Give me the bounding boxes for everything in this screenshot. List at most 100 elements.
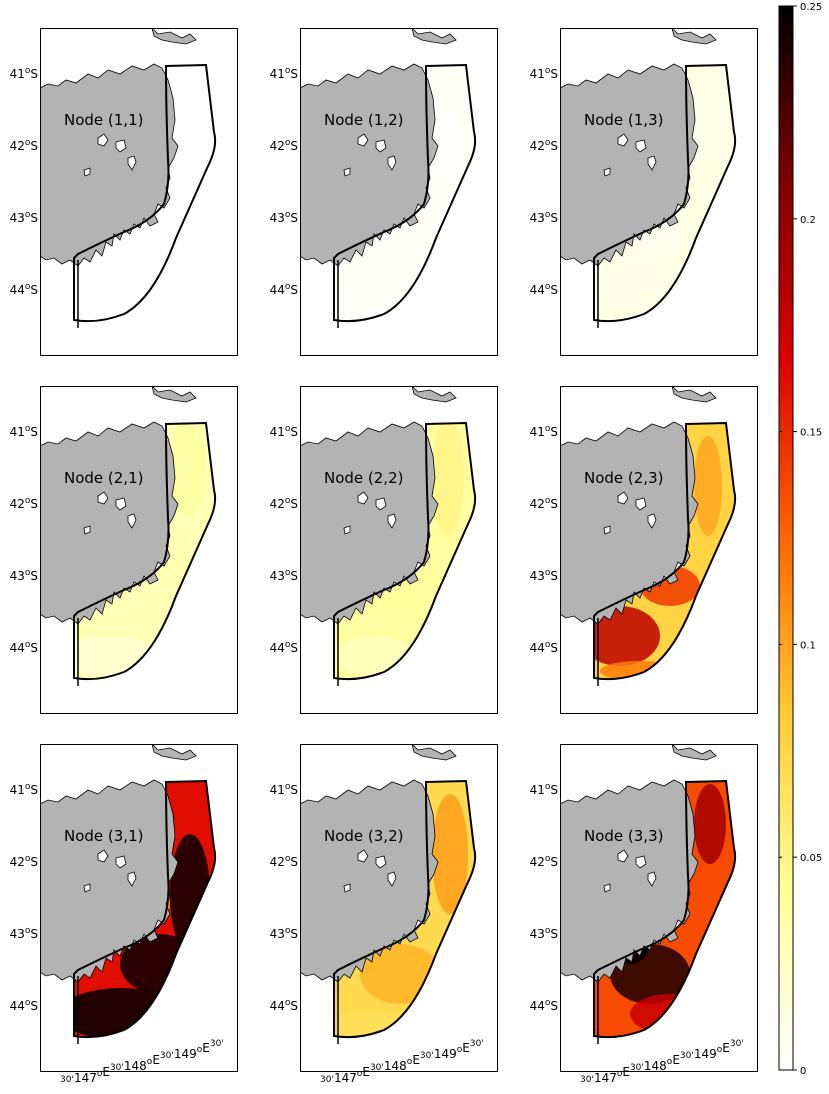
panel-frame [40,744,238,1072]
latitude-labels: 41oS 42oS 43oS 44oS 41oS 42oS 43oS 44oS 41oS 42oS… [10,66,558,1013]
latitude-label: 41oS [270,424,298,439]
map-panel-1-2: Node (1,2) [300,28,498,356]
latitude-label: 43oS [10,210,38,225]
latitude-label: 42oS [270,854,298,869]
colorbar-tick-label: 0.1 [800,640,816,651]
latitude-label: 44oS [270,640,298,655]
map-panel-2-1: Node (2,1) [40,386,238,714]
tasmania-land [300,779,439,983]
latitude-label: 43oS [530,210,558,225]
latitude-label: 42oS [10,854,38,869]
panel-frame [560,28,758,356]
latitude-label: 42oS [10,496,38,511]
latitude-label: 43oS [10,568,38,583]
node-label: Node (1,2) [324,111,403,129]
latitude-label: 44oS [10,282,38,297]
island-land [671,28,717,45]
latitude-label: 43oS [270,568,298,583]
latitude-label: 44oS [530,282,558,297]
latitude-label: 41oS [270,66,298,81]
latitude-label: 43oS [10,926,38,941]
node-label: Node (2,2) [324,469,403,487]
longitude-labels-row: 30'147oE30'148oE30'149oE30' [320,1039,484,1085]
panel-frame [300,386,498,714]
domain-boundary [593,63,737,323]
latitude-label: 41oS [530,782,558,797]
latitude-label: 41oS [530,66,558,81]
domain-boundary [333,63,477,323]
panel-frame [560,744,758,1072]
map-panels: Node (1,1) Node (1,2) Node (1,3) Node (2,1)… [40,28,758,1072]
domain-boundary [333,779,477,1039]
island-land [151,386,197,403]
tasmania-land [40,421,179,625]
latitude-label: 41oS [10,782,38,797]
latitude-label: 44oS [530,640,558,655]
latitude-label: 44oS [270,282,298,297]
colorbar: 0 0.05 0.1 0.15 0.2 0.25 [778,2,822,1077]
node-label: Node (3,3) [584,827,663,845]
domain-boundary [333,421,477,681]
latitude-label: 42oS [530,138,558,153]
panel-frame [40,28,238,356]
node-label: Node (3,1) [64,827,143,845]
panel-frame [300,744,498,1072]
node-label: Node (2,1) [64,469,143,487]
colorbar-tick-label: 0.15 [800,428,822,439]
tasmania-land [560,779,699,983]
latitude-label: 44oS [530,998,558,1013]
colorbar-gradient [778,5,794,1071]
latitude-label: 41oS [270,782,298,797]
domain-boundary [73,421,217,681]
latitude-label: 44oS [10,640,38,655]
node-label: Node (2,3) [584,469,663,487]
colorbar-tick-label: 0.2 [800,215,816,226]
island-land [671,744,717,761]
latitude-label: 43oS [530,568,558,583]
colorbar-tick-label: 0 [800,1066,806,1077]
map-panel-3-3: Node (3,3) [560,744,758,1072]
domain-boundary [593,421,737,681]
island-land [671,386,717,403]
domain-boundary [73,779,217,1039]
domain-boundary [73,63,217,323]
island-land [411,386,457,403]
tasmania-land [300,421,439,625]
tasmania-land [560,421,699,625]
tasmania-land [560,63,699,267]
latitude-label: 42oS [270,496,298,511]
node-label: Node (1,3) [584,111,663,129]
island-land [151,744,197,761]
panel-frame [300,28,498,356]
tasmania-land [300,63,439,267]
latitude-label: 43oS [270,926,298,941]
island-land [411,28,457,45]
domain-boundary [593,779,737,1039]
island-land [151,28,197,45]
colorbar-tick-label: 0.05 [800,853,822,864]
map-panel-2-3: Node (2,3) [560,386,758,714]
longitude-labels-row: 30'147oE30'148oE30'149oE30' [60,1039,224,1085]
colorbar-tick-label: 0.25 [800,2,822,13]
map-panel-1-1: Node (1,1) [40,28,238,356]
latitude-label: 42oS [10,138,38,153]
latitude-label: 42oS [530,496,558,511]
latitude-label: 42oS [270,138,298,153]
map-panel-2-2: Node (2,2) [300,386,498,714]
island-land [411,744,457,761]
map-panel-3-1: Node (3,1) [40,744,238,1072]
node-label: Node (1,1) [64,111,143,129]
tasmania-land [40,63,179,267]
latitude-label: 41oS [530,424,558,439]
latitude-label: 41oS [10,424,38,439]
panel-frame [560,386,758,714]
map-panel-3-2: Node (3,2) [300,744,498,1072]
latitude-label: 41oS [10,66,38,81]
tasmania-land [40,779,179,983]
longitude-labels-row: 30'147oE30'148oE30'149oE30' [580,1039,744,1085]
latitude-label: 44oS [10,998,38,1013]
panel-frame [40,386,238,714]
latitude-label: 44oS [270,998,298,1013]
map-panel-1-3: Node (1,3) [560,28,758,356]
